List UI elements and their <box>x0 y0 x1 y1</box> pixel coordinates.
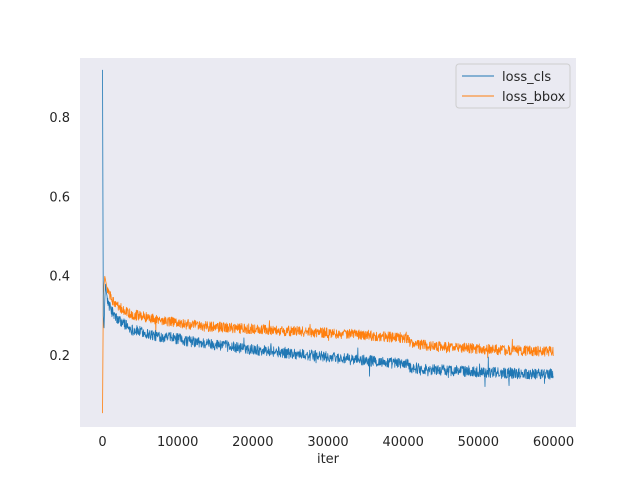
y-tick-label: 0.2 <box>49 349 70 364</box>
legend-label-loss-cls: loss_cls <box>502 70 551 85</box>
series-layer <box>102 69 554 414</box>
x-tick-label: 10000 <box>157 435 198 450</box>
y-tick-label: 0.6 <box>49 190 70 205</box>
x-tick-label: 60000 <box>533 435 574 450</box>
x-axis-label: iter <box>317 452 340 467</box>
y-tick-label: 0.8 <box>49 111 70 126</box>
legend-box <box>455 63 571 109</box>
plot-area <box>80 58 576 427</box>
legend: loss_cls loss_bbox <box>455 63 571 109</box>
legend-label-loss-bbox: loss_bbox <box>502 90 566 105</box>
x-tick-label: 30000 <box>307 435 348 450</box>
x-axis-ticks: 0 10000 20000 30000 40000 50000 60000 <box>98 435 574 450</box>
series-line-loss-bbox <box>102 275 554 414</box>
y-axis-ticks: 0.2 0.4 0.6 0.8 <box>49 111 70 364</box>
x-tick-label: 50000 <box>458 435 499 450</box>
series-line-loss-cls <box>102 69 554 387</box>
x-tick-label: 0 <box>98 435 106 450</box>
x-tick-label: 20000 <box>232 435 273 450</box>
y-tick-label: 0.4 <box>49 270 70 285</box>
x-tick-label: 40000 <box>383 435 424 450</box>
